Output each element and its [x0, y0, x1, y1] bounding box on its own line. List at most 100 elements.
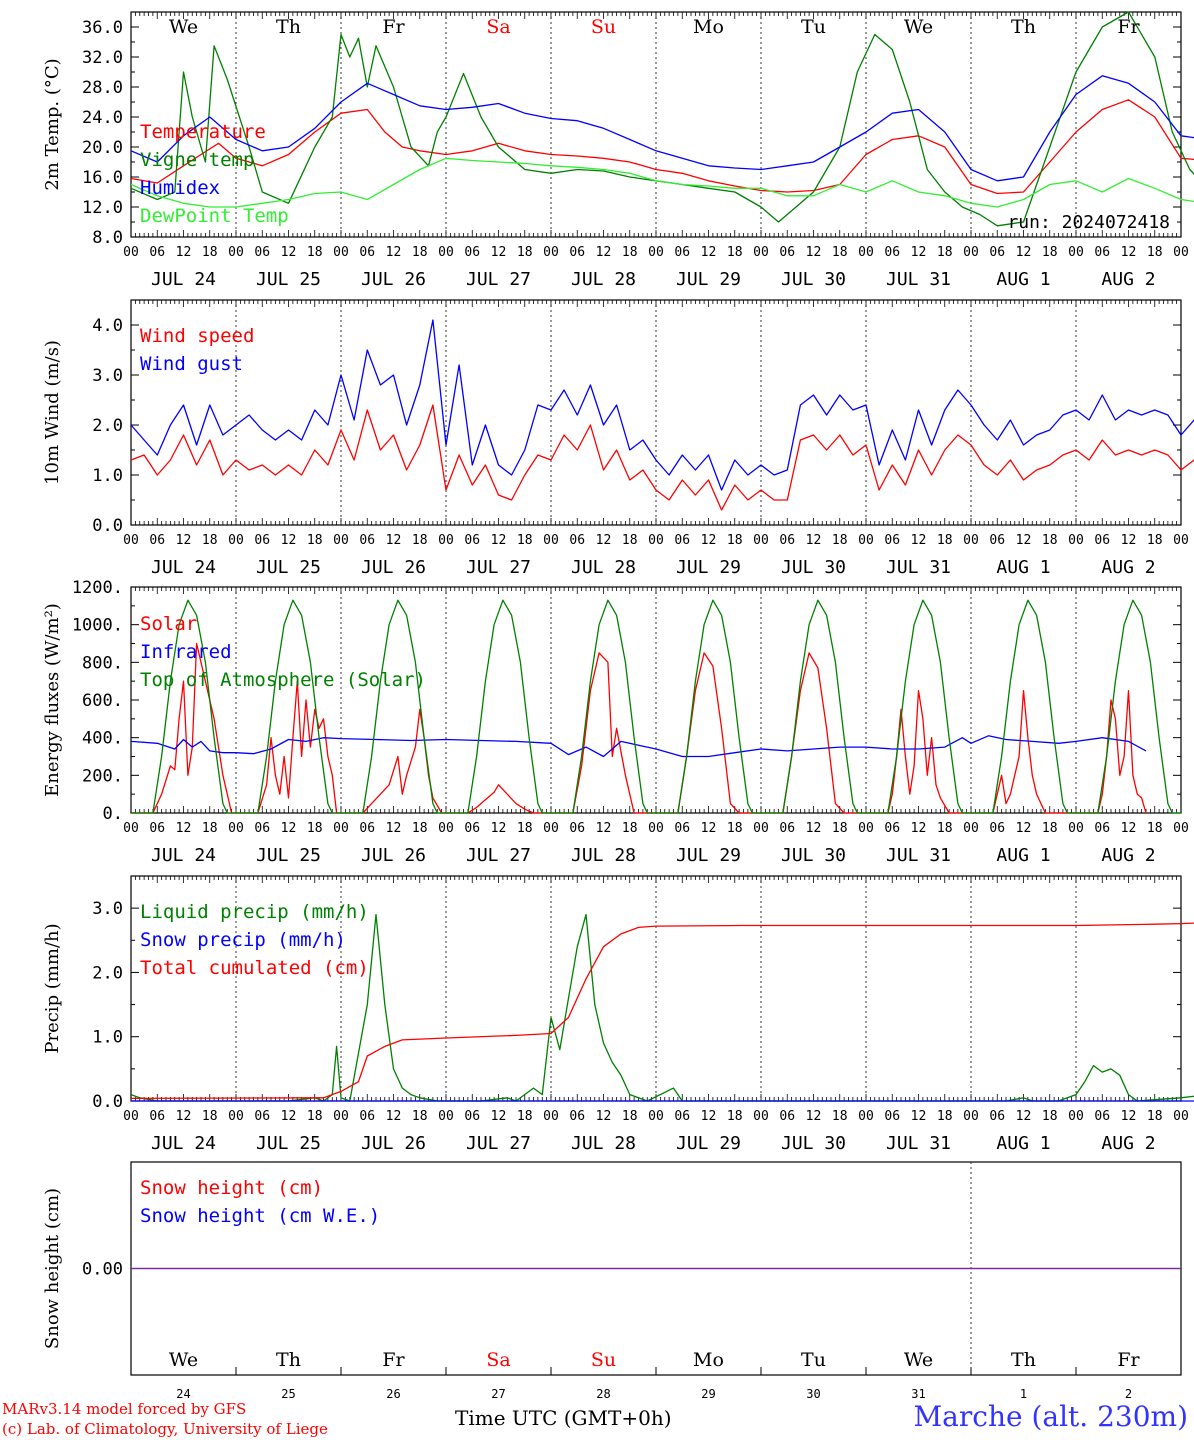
hour-tick-label: 00 [1068, 821, 1084, 836]
hour-tick-label: 12 [1016, 533, 1032, 548]
hour-tick-label: 12 [806, 245, 822, 260]
y-axis-title: Snow height (cm) [42, 1188, 63, 1349]
hour-tick-label: 12 [281, 821, 297, 836]
hour-tick-label: 18 [1042, 533, 1058, 548]
y-tick-label: 1200. [72, 578, 123, 598]
date-label: JUL 27 [466, 1133, 531, 1154]
legend-entry: Wind gust [140, 353, 243, 375]
y-tick-label: 400. [82, 729, 123, 749]
series-line [130, 319, 1194, 491]
day-number-label: 28 [596, 1387, 610, 1401]
hour-tick-label: 12 [911, 1109, 927, 1124]
hour-tick-label: 06 [149, 821, 165, 836]
hour-tick-label: 12 [386, 245, 402, 260]
date-label: JUL 28 [571, 1133, 636, 1154]
hour-tick-label: 12 [701, 245, 717, 260]
weekday-label: Su [591, 1349, 616, 1371]
date-label: JUL 28 [571, 845, 636, 866]
hour-tick-label: 18 [832, 821, 848, 836]
date-label: AUG 2 [1101, 269, 1155, 290]
hour-tick-label: 18 [727, 821, 743, 836]
hour-tick-label: 12 [386, 821, 402, 836]
hour-tick-label: 06 [674, 821, 690, 836]
y-tick-label: 0.0 [92, 1092, 123, 1112]
hour-tick-label: 00 [123, 245, 139, 260]
hour-tick-label: 06 [359, 245, 375, 260]
hour-tick-label: 06 [149, 533, 165, 548]
hour-tick-label: 12 [1016, 821, 1032, 836]
hour-tick-label: 06 [569, 821, 585, 836]
hour-tick-label: 00 [228, 245, 244, 260]
weekday-label: Th [1011, 16, 1036, 38]
hour-tick-label: 00 [753, 533, 769, 548]
date-label: AUG 2 [1101, 1133, 1155, 1154]
legend-entry: Vigne temp [140, 149, 254, 171]
hour-tick-label: 00 [858, 821, 874, 836]
date-label: JUL 25 [256, 269, 321, 290]
y-tick-label: 1.0 [92, 466, 123, 486]
run-label: run: 2024072418 [1007, 212, 1170, 233]
hour-tick-label: 12 [176, 245, 192, 260]
hour-tick-label: 06 [779, 533, 795, 548]
date-label: JUL 26 [361, 269, 426, 290]
legend-entry: Snow height (cm W.E.) [140, 1205, 380, 1227]
hour-tick-label: 18 [202, 533, 218, 548]
y-tick-label: 200. [82, 766, 123, 786]
date-label: JUL 25 [256, 845, 321, 866]
hour-tick-label: 06 [674, 245, 690, 260]
hour-tick-label: 00 [543, 821, 559, 836]
hour-tick-label: 00 [1068, 533, 1084, 548]
hour-tick-label: 06 [884, 821, 900, 836]
hour-tick-label: 12 [1016, 245, 1032, 260]
y-axis-title: Precip (mm/h) [42, 923, 63, 1053]
hour-tick-label: 12 [596, 245, 612, 260]
hour-tick-label: 18 [412, 533, 428, 548]
hour-tick-label: 18 [517, 1109, 533, 1124]
y-tick-label: 1000. [72, 616, 123, 636]
series-line [130, 75, 1194, 182]
date-label: JUL 26 [361, 557, 426, 578]
weekday-label: We [904, 1349, 933, 1371]
series-line [130, 157, 1194, 208]
hour-tick-label: 18 [412, 1109, 428, 1124]
hour-tick-label: 12 [281, 245, 297, 260]
hour-tick-label: 12 [911, 245, 927, 260]
legend-entry: Infrared [140, 641, 232, 663]
hour-tick-label: 18 [622, 1109, 638, 1124]
day-number-label: 26 [386, 1387, 400, 1401]
hour-tick-label: 12 [1121, 1109, 1137, 1124]
y-tick-label: 2.0 [92, 416, 123, 436]
hour-tick-label: 06 [779, 1109, 795, 1124]
date-label: AUG 2 [1101, 557, 1155, 578]
y-axis-title: 2m Temp. (°C) [42, 58, 63, 190]
hour-tick-label: 00 [543, 533, 559, 548]
hour-tick-label: 18 [202, 821, 218, 836]
hour-tick-label: 18 [832, 245, 848, 260]
hour-tick-label: 00 [438, 821, 454, 836]
hour-tick-label: 00 [228, 821, 244, 836]
date-label: AUG 1 [996, 845, 1050, 866]
weekday-label: Tu [801, 1349, 826, 1371]
date-label: JUL 30 [781, 557, 846, 578]
day-number-label: 30 [806, 1387, 820, 1401]
hour-tick-label: 18 [937, 533, 953, 548]
hour-tick-label: 06 [989, 533, 1005, 548]
hour-tick-label: 12 [176, 533, 192, 548]
day-number-label: 31 [911, 1387, 925, 1401]
weekday-label: Sa [486, 1349, 510, 1371]
y-tick-label: 12.0 [82, 198, 123, 218]
date-label: JUL 24 [151, 557, 216, 578]
station-name: Marche (alt. 230m) [913, 1400, 1188, 1433]
hour-tick-label: 12 [1121, 821, 1137, 836]
hour-tick-label: 18 [622, 245, 638, 260]
hour-tick-label: 12 [596, 1109, 612, 1124]
weekday-label: Th [276, 16, 301, 38]
hour-tick-label: 00 [438, 245, 454, 260]
panel-3: 00 06 12 18 00 06 12 18 00 06 12 18 00 06 12 18 00 06 12 18… [42, 578, 1189, 866]
hour-tick-label: 12 [1016, 1109, 1032, 1124]
legend-entry: Top of Atmosphere (Solar) [140, 669, 426, 691]
y-tick-label: 1.0 [92, 1028, 123, 1048]
hour-tick-label: 12 [806, 533, 822, 548]
hour-tick-label: 18 [517, 533, 533, 548]
date-label: AUG 2 [1101, 845, 1155, 866]
